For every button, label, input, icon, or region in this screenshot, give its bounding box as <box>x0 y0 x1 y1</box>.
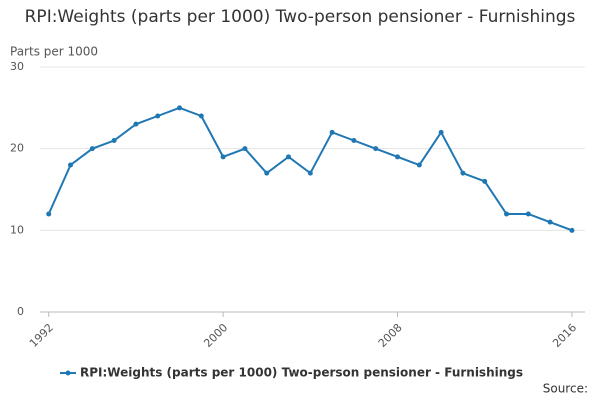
line <box>47 106 573 232</box>
y-tick-label: 30 <box>10 60 24 73</box>
point <box>373 146 379 152</box>
x-tick-label: 1992 <box>27 321 56 350</box>
point <box>264 170 270 176</box>
point <box>155 113 161 119</box>
point <box>286 154 292 160</box>
x-tick-label: 2016 <box>550 321 579 350</box>
point <box>89 146 95 152</box>
point <box>198 113 204 119</box>
point <box>547 219 553 225</box>
point <box>416 162 422 168</box>
y-tick-label: 0 <box>17 305 24 318</box>
point <box>133 121 139 127</box>
point <box>504 211 510 217</box>
point <box>460 170 466 176</box>
point <box>242 146 248 152</box>
point <box>351 138 357 143</box>
y-axis-label: Parts per 1000 <box>10 45 98 59</box>
y-tick-label: 10 <box>10 223 24 236</box>
y-tick-label: 20 <box>10 142 24 155</box>
point <box>438 129 444 135</box>
source: Source: <box>543 382 588 396</box>
point <box>525 211 531 217</box>
point <box>177 105 183 111</box>
x-tick-label: 2000 <box>201 321 230 350</box>
legend-marker <box>65 370 71 376</box>
point <box>329 129 335 135</box>
point <box>395 154 401 160</box>
point <box>220 154 226 160</box>
chart-title: RPI:Weights (parts per 1000) Two-person … <box>24 7 576 27</box>
legend-label: RPI:Weights (parts per 1000) Two-person … <box>80 366 523 380</box>
point <box>111 138 117 143</box>
point <box>46 211 52 217</box>
point <box>482 178 488 184</box>
point <box>569 227 575 233</box>
point <box>307 170 313 176</box>
point <box>68 162 74 168</box>
x-tick-label: 2008 <box>376 321 405 350</box>
